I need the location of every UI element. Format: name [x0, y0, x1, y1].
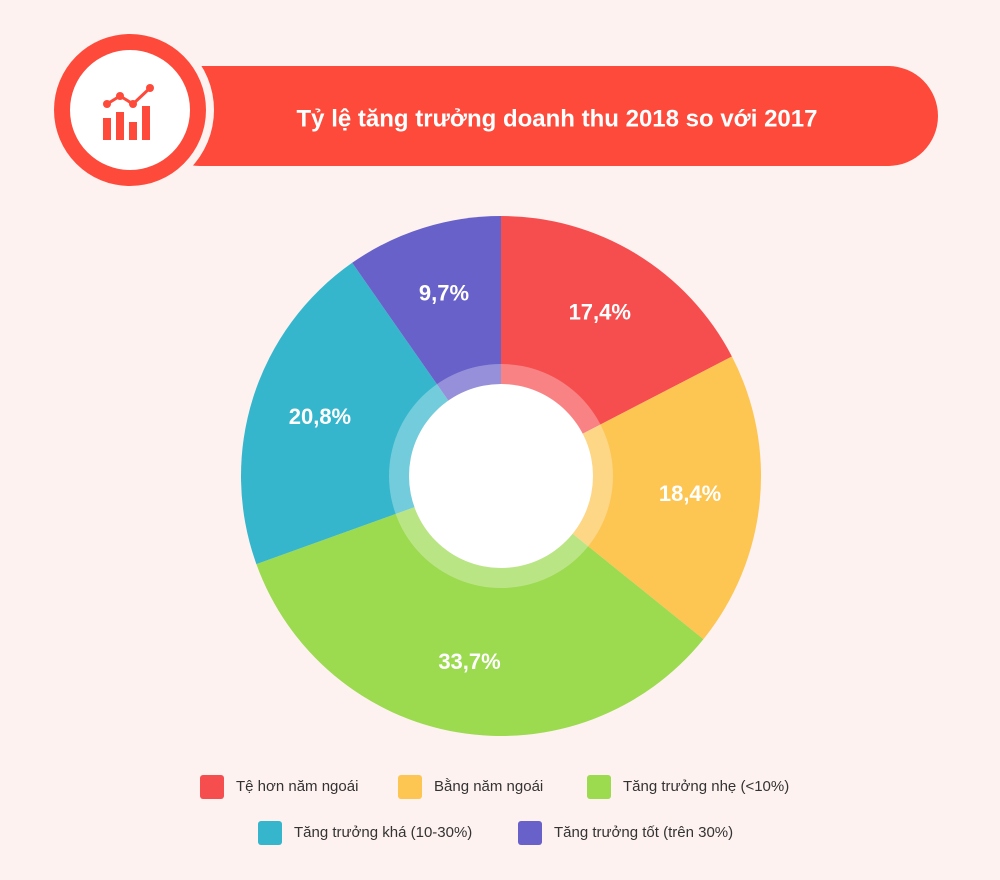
data-label: 17,4%	[569, 299, 631, 324]
data-label: 9,7%	[419, 281, 469, 306]
pie: 17,4% 18,4% 33,7% 20,8% 9,7%	[241, 216, 761, 737]
legend-swatch	[518, 821, 542, 845]
slice	[256, 476, 704, 737]
legend-swatch	[587, 775, 611, 799]
icon-bg	[70, 50, 190, 170]
legend-swatch	[258, 821, 282, 845]
legend-swatch	[398, 775, 422, 799]
title-banner	[150, 66, 938, 166]
legend-swatch	[200, 775, 224, 799]
data-label: 18,4%	[659, 481, 721, 506]
legend-label: Tăng trưởng khá (10-30%)	[294, 824, 472, 841]
legend-label: Bằng năm ngoái	[434, 778, 543, 795]
legend-label: Tệ hơn năm ngoái	[236, 778, 358, 795]
icon	[103, 84, 154, 140]
chart-title: Tỷ lệ tăng trưởng doanh thu 2018 so với …	[297, 105, 818, 132]
donut-hole	[409, 384, 593, 568]
data-label: 20,8%	[289, 404, 351, 429]
legend-label: Tăng trưởng tốt (trên 30%)	[554, 824, 733, 841]
data-label: 33,7%	[438, 649, 500, 674]
slice	[501, 356, 761, 640]
legend-label: Tăng trưởng nhẹ (<10%)	[623, 778, 789, 795]
legend: Tệ hơn năm ngoái Bằng năm ngoái Tăng trưởn…	[200, 775, 789, 845]
